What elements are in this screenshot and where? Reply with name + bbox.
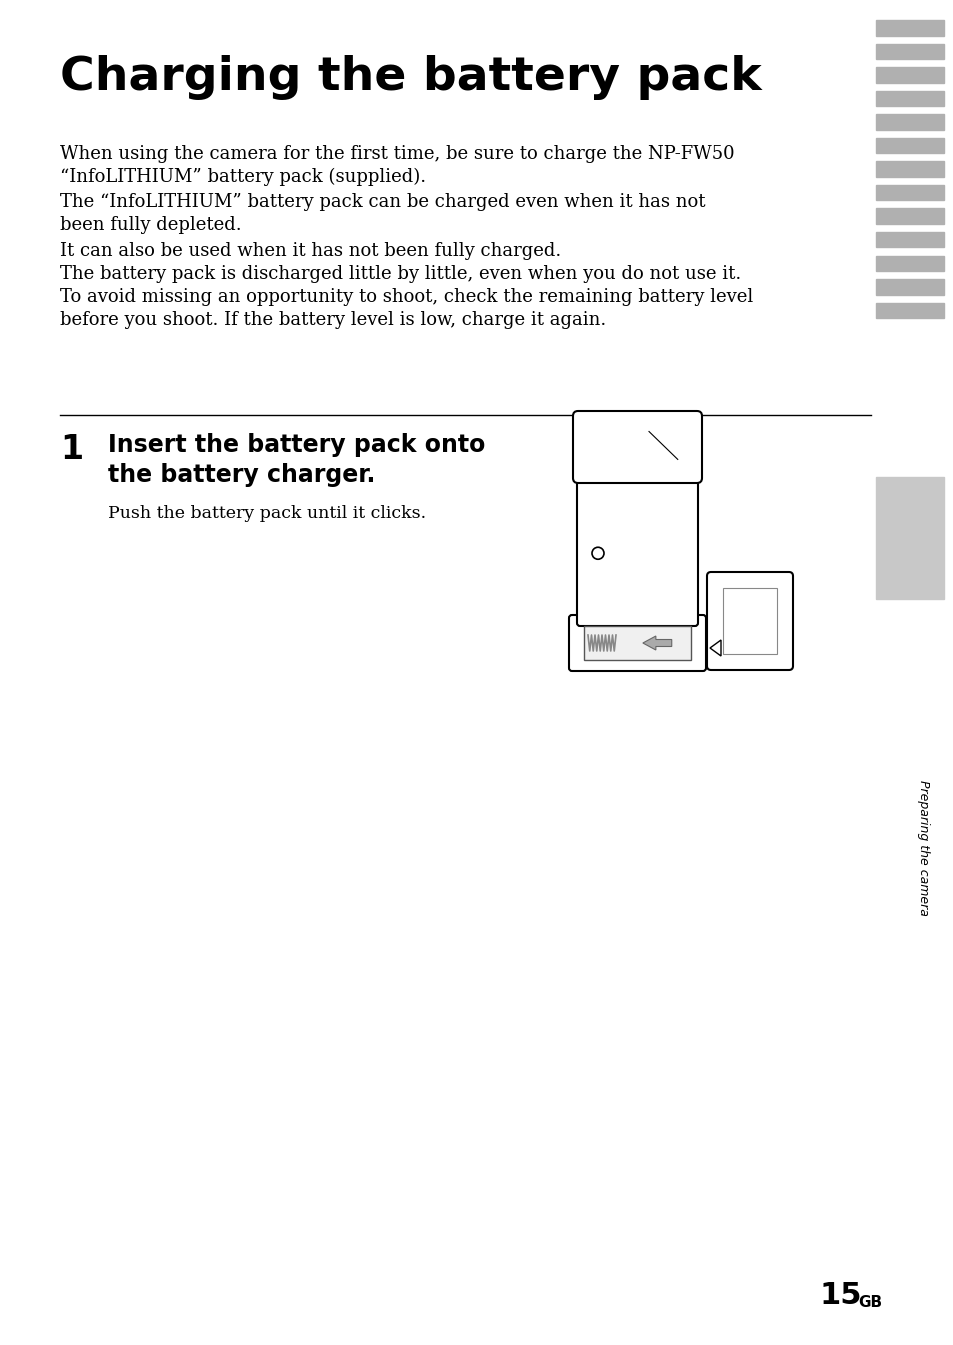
Bar xyxy=(875,67,943,83)
Bar xyxy=(875,186,943,200)
Bar xyxy=(875,43,943,59)
Text: Charging the battery pack: Charging the battery pack xyxy=(60,55,760,100)
Text: GB: GB xyxy=(857,1295,882,1310)
FancyBboxPatch shape xyxy=(577,465,698,625)
Bar xyxy=(875,20,943,35)
Bar xyxy=(875,233,943,247)
Text: To avoid missing an opportunity to shoot, check the remaining battery level: To avoid missing an opportunity to shoot… xyxy=(60,288,753,307)
Text: been fully depleted.: been fully depleted. xyxy=(60,217,241,234)
Text: the battery charger.: the battery charger. xyxy=(108,463,375,487)
Bar xyxy=(875,114,943,130)
Text: It can also be used when it has not been fully charged.: It can also be used when it has not been… xyxy=(60,242,560,260)
Bar xyxy=(722,588,776,654)
Bar xyxy=(875,161,943,178)
Text: “InfoLITHIUM” battery pack (supplied).: “InfoLITHIUM” battery pack (supplied). xyxy=(60,168,426,186)
Text: before you shoot. If the battery level is low, charge it again.: before you shoot. If the battery level i… xyxy=(60,311,605,330)
Text: The battery pack is discharged little by little, even when you do not use it.: The battery pack is discharged little by… xyxy=(60,265,740,282)
Bar xyxy=(875,256,943,272)
Text: Preparing the camera: Preparing the camera xyxy=(916,780,929,916)
FancyBboxPatch shape xyxy=(568,615,705,671)
Text: 15: 15 xyxy=(820,1280,862,1310)
Polygon shape xyxy=(642,636,671,650)
Bar xyxy=(583,625,690,660)
Bar xyxy=(875,139,943,153)
Polygon shape xyxy=(709,640,720,656)
Bar xyxy=(875,303,943,319)
Text: The “InfoLITHIUM” battery pack can be charged even when it has not: The “InfoLITHIUM” battery pack can be ch… xyxy=(60,192,705,211)
Text: When using the camera for the first time, be sure to charge the NP-FW50: When using the camera for the first time… xyxy=(60,145,734,163)
Bar xyxy=(875,477,943,599)
Text: Push the battery pack until it clicks.: Push the battery pack until it clicks. xyxy=(108,504,426,522)
Circle shape xyxy=(592,547,603,560)
Text: 1: 1 xyxy=(60,433,83,465)
Bar xyxy=(875,280,943,295)
Bar xyxy=(875,208,943,223)
FancyBboxPatch shape xyxy=(573,412,701,483)
FancyBboxPatch shape xyxy=(706,572,792,670)
Bar xyxy=(875,90,943,106)
Text: Insert the battery pack onto: Insert the battery pack onto xyxy=(108,433,485,457)
